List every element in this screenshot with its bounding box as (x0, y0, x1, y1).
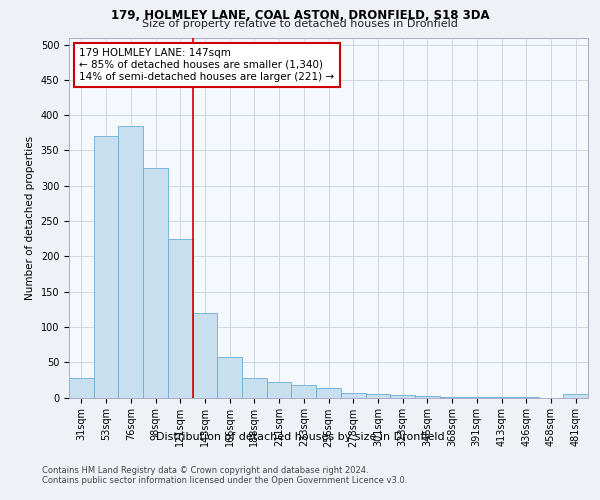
Bar (514, 397, 539, 398)
Bar (267, 382, 292, 398)
Text: Distribution of detached houses by size in Dronfield: Distribution of detached houses by size … (155, 432, 445, 442)
Bar (415, 396, 440, 398)
Bar (143, 168, 168, 398)
Bar (292, 385, 316, 398)
Bar (316, 388, 341, 398)
Text: 179, HOLMLEY LANE, COAL ASTON, DRONFIELD, S18 3DA: 179, HOLMLEY LANE, COAL ASTON, DRONFIELD… (110, 9, 490, 22)
Bar (69, 378, 94, 398)
Text: Contains HM Land Registry data © Crown copyright and database right 2024.: Contains HM Land Registry data © Crown c… (42, 466, 368, 475)
Bar (365, 394, 390, 398)
Bar (563, 394, 588, 398)
Bar (242, 378, 267, 398)
Text: 179 HOLMLEY LANE: 147sqm
← 85% of detached houses are smaller (1,340)
14% of sem: 179 HOLMLEY LANE: 147sqm ← 85% of detach… (79, 48, 335, 82)
Bar (94, 136, 118, 398)
Bar (390, 394, 415, 398)
Text: Size of property relative to detached houses in Dronfield: Size of property relative to detached ho… (142, 19, 458, 29)
Y-axis label: Number of detached properties: Number of detached properties (25, 136, 35, 300)
Bar (118, 126, 143, 398)
Text: Contains public sector information licensed under the Open Government Licence v3: Contains public sector information licen… (42, 476, 407, 485)
Bar (489, 397, 514, 398)
Bar (217, 356, 242, 398)
Bar (168, 238, 193, 398)
Bar (464, 397, 489, 398)
Bar (440, 397, 464, 398)
Bar (341, 392, 365, 398)
Bar (193, 313, 217, 398)
